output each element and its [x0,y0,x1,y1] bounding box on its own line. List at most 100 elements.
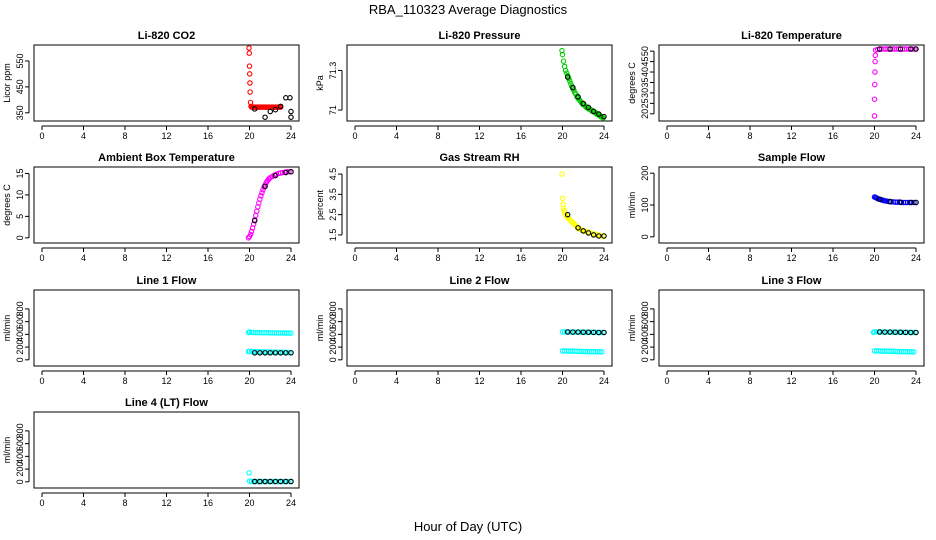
y-tick-label: 800 [15,301,25,316]
x-tick-label: 20 [244,131,254,141]
y-tick-label: 550 [15,53,25,68]
panel-5: Gas Stream RH 0 4 8 12 16 20 24 1.5 2.5 3.5 4.5perc… [315,152,613,263]
plot-frame [33,411,300,489]
x-tick-label: 24 [286,376,296,386]
hourly-point [585,230,592,236]
data-point [246,50,253,56]
hourly-point [262,478,268,485]
hourly-point [251,217,258,224]
panel-4: Ambient Box Temperature 0 4 8 12 16 20 24 0 5 10 15… [2,152,300,263]
x-tick-label: 4 [706,376,711,386]
hourly-point [580,329,586,335]
panel-title: Sample Flow [758,152,826,164]
hourly-point [575,94,581,100]
x-tick-label: 8 [122,253,127,263]
data-point [286,349,292,356]
plot-frame [658,166,925,244]
plot-frame [33,44,300,122]
x-tick-label: 20 [557,376,567,386]
x-tick-label: 8 [747,253,752,263]
data-point [258,193,264,199]
hourly-point [267,108,273,115]
hourly-point [257,350,263,356]
hourly-point [288,108,294,115]
x-tick-label: 20 [557,253,567,263]
hourly-point [283,350,289,356]
figure-title: RBA_110323 Average Diagnostics [369,2,568,17]
data-point [286,478,292,485]
y-tick-label: 0 [640,357,650,362]
hourly-point [288,168,294,175]
y-tick-label: 600 [328,314,338,329]
data-point [872,69,878,75]
y-tick-label: 45 [640,57,650,67]
x-tick-label: 4 [706,253,711,263]
x-tick-label: 12 [786,131,796,141]
hourly-point [908,46,914,52]
plot-frame [658,289,925,367]
y-tick-label: 200 [328,340,338,355]
data-point [286,168,292,175]
hourly-point [882,329,888,335]
y-tick-label: 200 [15,340,25,355]
x-tick-label: 24 [286,131,296,141]
data-point [911,199,917,206]
x-tick-label: 0 [352,376,357,386]
x-tick-label: 0 [664,376,669,386]
x-tick-label: 8 [435,376,440,386]
data-point [559,171,565,177]
hourly-point [892,329,898,335]
y-tick-label: 71 [328,105,338,115]
hourly-point [897,199,904,205]
data-point [259,190,265,196]
y-tick-label: 0 [15,357,25,362]
hourly-point [251,478,258,485]
data-point [599,349,605,355]
data-point [252,212,259,219]
data-point [871,81,878,88]
data-point [597,349,603,355]
hourly-point [913,329,919,336]
data-point [254,208,260,214]
y-tick-label: 350 [15,105,25,120]
hourly-point [570,329,576,335]
hourly-point [908,329,914,336]
x-tick-label: 8 [435,131,440,141]
hourly-point [897,46,904,52]
x-tick-label: 12 [161,131,171,141]
hourly-point [564,329,571,335]
x-tick-label: 24 [286,253,296,263]
hourly-point [590,232,597,238]
hourly-point [272,350,279,356]
x-tick-label: 12 [474,253,484,263]
x-tick-label: 0 [664,131,669,141]
x-tick-label: 24 [911,376,921,386]
hourly-point [585,104,592,111]
x-tick-label: 20 [869,253,879,263]
hourly-point [287,95,293,101]
y-tick-label: 1.5 [328,229,338,242]
panel-8: Line 2 Flow 0 4 8 12 16 20 24 0 200400600800ml/mi… [315,275,613,386]
hourly-point [876,196,883,203]
panel-title: Line 2 Flow [450,275,510,287]
data-point [559,195,566,202]
x-tick-label: 12 [161,253,171,263]
x-tick-label: 20 [244,376,254,386]
data-point [909,349,915,355]
x-tick-label: 24 [911,131,921,141]
panel-title: Gas Stream RH [439,152,519,164]
x-tick-label: 12 [786,253,796,263]
plot-frame [33,289,300,367]
y-tick-label: 600 [640,314,650,329]
y-tick-label: 25 [640,98,650,108]
hourly-point [575,225,581,231]
hourly-point [277,103,284,110]
hourly-point [277,478,284,485]
hourly-point [596,329,602,336]
x-tick-label: 20 [869,131,879,141]
x-tick-label: 16 [203,376,213,386]
hourly-point [564,74,571,80]
hourly-point [262,350,268,356]
